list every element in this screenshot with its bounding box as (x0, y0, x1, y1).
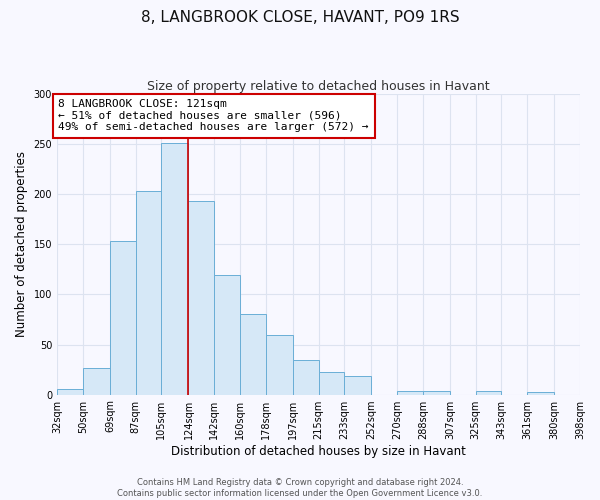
Bar (266, 334, 293, 394)
Bar (240, 314, 266, 394)
Bar (423, 390, 450, 394)
Bar (161, 143, 188, 395)
Text: 8, LANGBROOK CLOSE, HAVANT, PO9 1RS: 8, LANGBROOK CLOSE, HAVANT, PO9 1RS (140, 10, 460, 25)
Bar (83, 368, 110, 394)
Bar (136, 192, 161, 394)
Bar (57, 388, 83, 394)
Text: Contains HM Land Registry data © Crown copyright and database right 2024.
Contai: Contains HM Land Registry data © Crown c… (118, 478, 482, 498)
Bar (476, 390, 502, 394)
Bar (344, 376, 371, 394)
Bar (188, 202, 214, 394)
Bar (214, 276, 240, 394)
Bar (110, 242, 136, 394)
Text: 8 LANGBROOK CLOSE: 121sqm
← 51% of detached houses are smaller (596)
49% of semi: 8 LANGBROOK CLOSE: 121sqm ← 51% of detac… (58, 99, 369, 132)
X-axis label: Distribution of detached houses by size in Havant: Distribution of detached houses by size … (171, 444, 466, 458)
Bar (319, 372, 344, 394)
Bar (293, 360, 319, 394)
Y-axis label: Number of detached properties: Number of detached properties (15, 152, 28, 338)
Bar (397, 390, 423, 394)
Title: Size of property relative to detached houses in Havant: Size of property relative to detached ho… (147, 80, 490, 93)
Bar (527, 392, 554, 394)
